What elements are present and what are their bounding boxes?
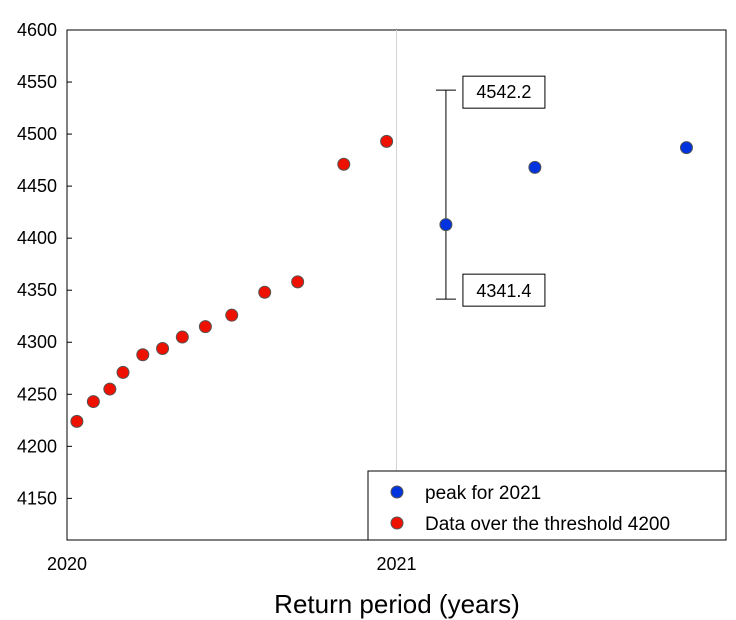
legend-box [367,470,727,541]
threshold-point [337,157,351,171]
y-tick-label: 4350 [17,280,57,300]
lower-bound-annotation-box [462,273,546,307]
x-tick-label: 2020 [47,554,87,574]
threshold-point [291,275,305,289]
lower-bound-label: 4341.4 [476,281,531,301]
x-tick-label: 2021 [376,554,416,574]
x-axis-title: Return period (years) [274,589,520,619]
y-tick-label: 4500 [17,124,57,144]
legend-label: peak for 2021 [425,483,541,504]
peak-point [528,160,542,174]
threshold-point [198,320,212,334]
y-tick-label: 4600 [17,20,57,40]
threshold-point [225,308,239,322]
threshold-point [136,348,150,362]
points-layer [70,134,693,428]
peak-point [679,141,693,155]
y-tick-label: 4450 [17,176,57,196]
threshold-point [380,134,394,148]
x-axis: 2020 2021 [47,535,417,574]
legend: peak for 2021 Data over the threshold 420… [367,470,727,541]
y-tick-label: 4400 [17,228,57,248]
threshold-point [103,382,117,396]
threshold-point [116,365,130,379]
error-bar-layer: 4542.2 4341.4 [435,75,546,307]
threshold-point [70,414,84,428]
threshold-point [86,395,100,409]
upper-bound-label: 4542.2 [476,82,531,102]
threshold-point [156,341,170,355]
y-tick-label: 4550 [17,72,57,92]
upper-bound-annotation-box [462,75,546,109]
peak-point [439,218,453,232]
legend-marker [390,516,404,530]
y-tick-label: 4200 [17,436,57,456]
y-tick-label: 4300 [17,332,57,352]
y-tick-label: 4150 [17,488,57,508]
y-tick-label: 4250 [17,384,57,404]
y-axis: 4150 4200 4250 4300 4350 4400 4450 4500 4550 4600 [17,20,72,508]
threshold-point [175,330,189,344]
legend-marker [390,485,404,499]
legend-label: Data over the threshold 4200 [425,514,670,535]
threshold-point [258,285,272,299]
